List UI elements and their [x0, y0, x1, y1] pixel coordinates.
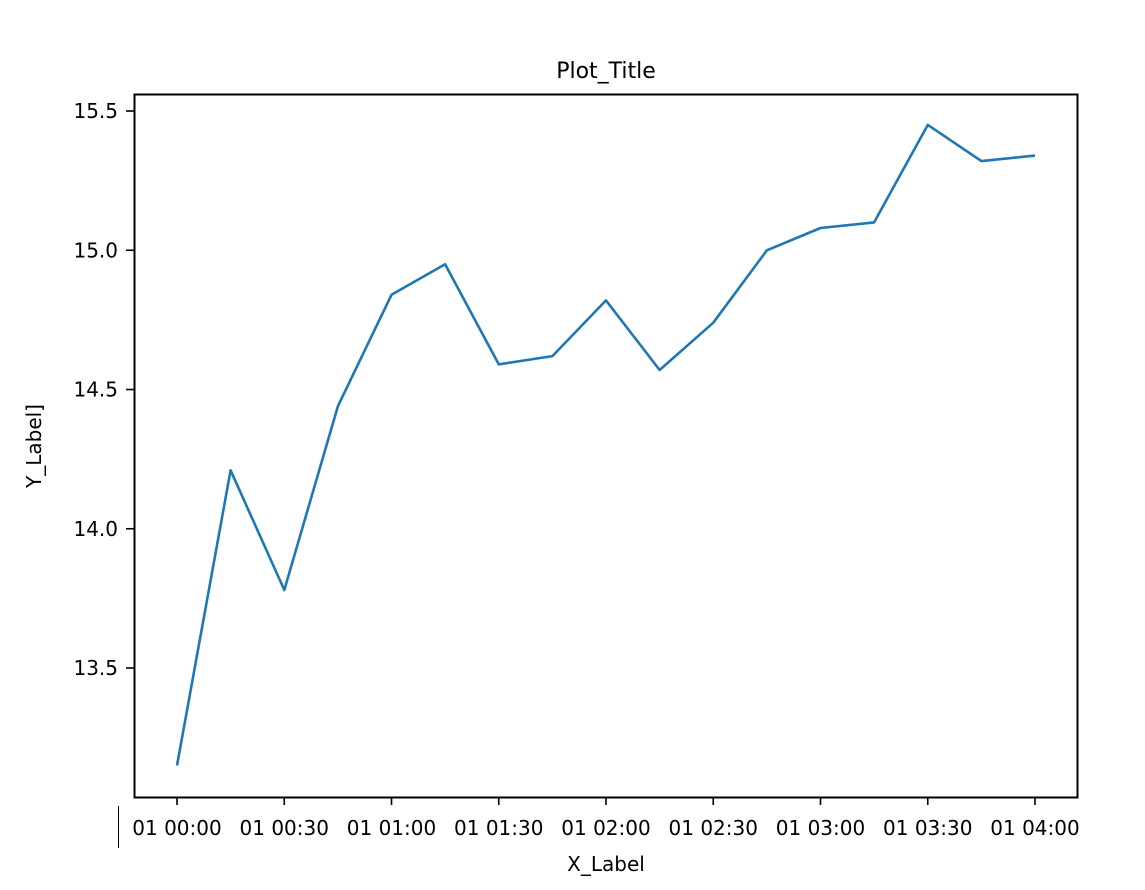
series-line: [175, 123, 1036, 766]
x-tick-label: 01 02:30: [669, 816, 758, 840]
x-tick-label: 01 02:00: [561, 816, 650, 840]
y-tick-label: 13.5: [73, 656, 118, 680]
x-tick-label: 01 01:00: [347, 816, 436, 840]
x-axis-ticks: 01 00:00 01 00:30 01 01:00 01 01:30 01 02:00…: [132, 797, 1080, 840]
y-tick-label: 15.0: [73, 238, 118, 262]
x-tick-label: 01 03:30: [883, 816, 972, 840]
x-axis-label: X_Label: [567, 852, 645, 876]
plot-frame: [133, 93, 1079, 799]
y-tick-label: 14.5: [73, 378, 118, 402]
y-tick-label: 14.0: [73, 517, 118, 541]
chart-title: Plot_Title: [556, 59, 656, 84]
x-tick-label: 01 00:30: [240, 816, 329, 840]
x-tick-label: 01 01:30: [454, 816, 543, 840]
x-tick-label: 01 03:00: [776, 816, 865, 840]
y-axis-label: Y_Label]: [22, 404, 46, 489]
y-axis-ticks: 13.5 14.0 14.5 15.0 15.5: [73, 99, 134, 680]
y-tick-label: 15.5: [73, 99, 118, 123]
x-tick-label: 01 00:00: [132, 816, 221, 840]
x-tick-label: 01 04:00: [990, 816, 1079, 840]
